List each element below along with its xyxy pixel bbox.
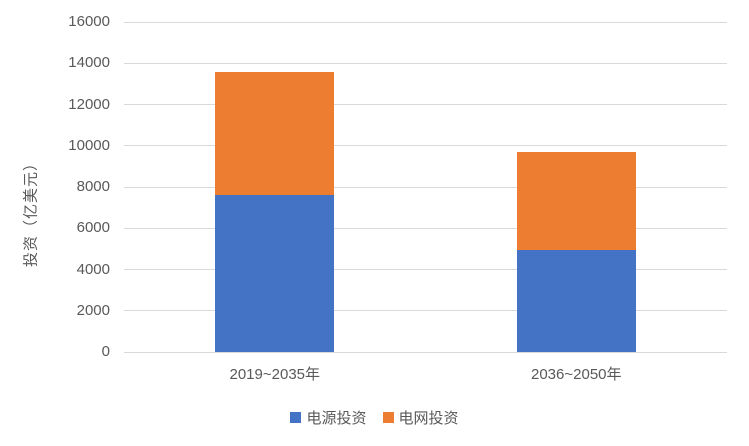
legend: 电源投资 电网投资 xyxy=(0,407,749,428)
y-tick-label: 2000 xyxy=(76,301,110,319)
gridline xyxy=(124,62,727,64)
x-category-label: 2036~2050年 xyxy=(531,366,622,383)
gridline xyxy=(124,145,727,147)
legend-label: 电网投资 xyxy=(398,410,459,427)
y-axis-title: 投资（亿美元） xyxy=(22,154,40,268)
gridline xyxy=(124,269,727,270)
y-tick-label: 14000 xyxy=(68,54,110,72)
legend-swatch-icon xyxy=(290,412,302,423)
bar-segment xyxy=(516,151,636,250)
bar-segment xyxy=(215,71,335,196)
gridline xyxy=(124,227,727,229)
legend-label: 电源投资 xyxy=(306,410,367,427)
legend-item: 电网投资 xyxy=(382,407,459,428)
y-tick-label: 8000 xyxy=(76,178,110,195)
x-category-label: 2019~2035年 xyxy=(229,366,321,383)
legend-item: 电源投资 xyxy=(290,407,367,428)
y-tick-label: 4000 xyxy=(76,260,110,278)
gridline xyxy=(124,21,727,23)
y-tick-label: 6000 xyxy=(76,219,110,237)
gridline xyxy=(124,310,727,312)
y-tick-label: 0 xyxy=(101,343,110,360)
legend-swatch-icon xyxy=(382,412,394,423)
gridline xyxy=(124,186,727,188)
gridline xyxy=(124,104,727,105)
bar-segment xyxy=(215,195,335,352)
gridline xyxy=(124,351,727,353)
bar-segment xyxy=(516,249,636,352)
y-tick-label: 16000 xyxy=(68,13,110,30)
y-tick-label: 10000 xyxy=(68,136,110,154)
y-tick-label: 12000 xyxy=(68,95,110,113)
plot-area xyxy=(124,21,727,353)
